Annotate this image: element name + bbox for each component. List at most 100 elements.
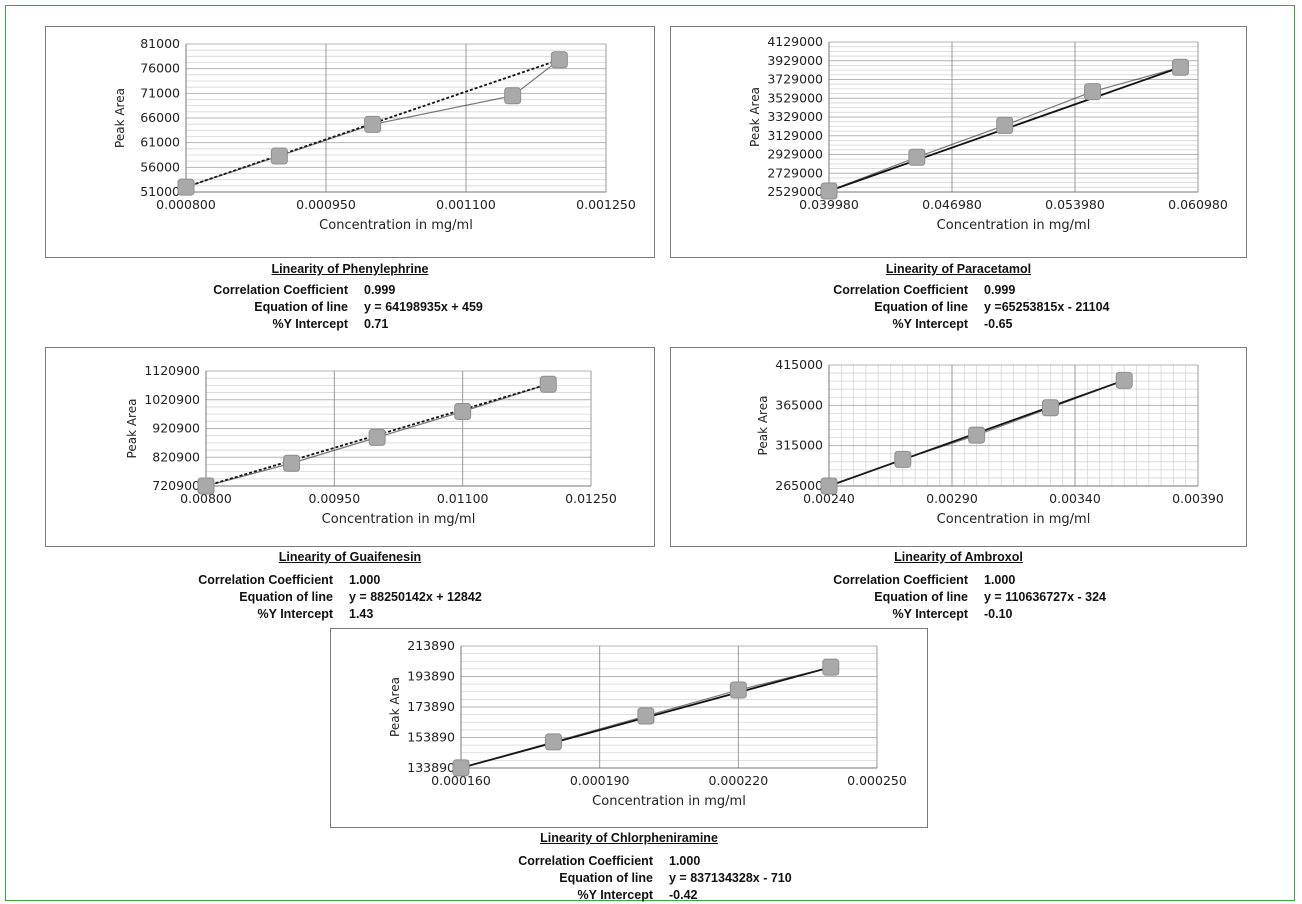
chart-box: 720900 820900 920900 1020900 1120900 0.00800 0… — [45, 347, 655, 547]
y-tick-label: 265000 — [775, 478, 823, 493]
stat-label: Equation of line — [254, 300, 348, 314]
y-tick-label: 76000 — [140, 61, 180, 76]
data-point — [368, 428, 386, 446]
y-tick-label: 4129000 — [767, 34, 823, 49]
trendline — [205, 383, 549, 487]
x-tick-label: 0.046980 — [922, 197, 982, 212]
data-point — [822, 658, 840, 676]
data-point — [1115, 371, 1133, 389]
stat-value: y =65253815x - 21104 — [984, 300, 1110, 314]
x-axis-title: Concentration in mg/ml — [937, 218, 1091, 233]
stat-value: 1.000 — [669, 854, 701, 868]
stat-row-equation: Equation of line y = 110636727x - 324 — [745, 589, 1106, 606]
chart-box: 133890 153890 173890 193890 213890 0.000160 0.… — [330, 628, 928, 828]
stat-label: %Y Intercept — [577, 888, 654, 902]
x-tick-label: 0.01250 — [565, 491, 617, 506]
stat-value: y = 110636727x - 324 — [984, 590, 1106, 604]
data-point — [270, 147, 288, 165]
chart-caption: Linearity of Ambroxol — [894, 550, 1023, 564]
x-tick-label: 0.000160 — [431, 773, 491, 788]
stat-label: Correlation Coefficient — [198, 573, 333, 587]
stat-value: y = 64198935x + 459 — [364, 300, 483, 314]
chart-panel-phenylephrine: 51000 56000 61000 66000 71000 76000 81000 0.000… — [45, 26, 655, 346]
y-tick-label: 193890 — [407, 669, 455, 684]
y-axis-title: Peak Area — [756, 396, 770, 456]
chart-caption: Linearity of Paracetamol — [885, 262, 1032, 276]
y-tick-label: 365000 — [775, 397, 823, 412]
y-tick-label: 820900 — [152, 449, 200, 464]
x-tick-label: 0.060980 — [1168, 197, 1228, 212]
y-tick-label: 3729000 — [767, 72, 823, 87]
stat-value: -0.10 — [984, 607, 1013, 621]
y-tick-label: 720900 — [152, 478, 200, 493]
y-tick-label: 153890 — [407, 730, 455, 745]
x-tick-label: 0.000220 — [709, 773, 769, 788]
stat-value: 0.999 — [984, 283, 1016, 297]
y-tick-label: 2529000 — [767, 184, 823, 199]
chart-caption: Linearity of Phenylephrine — [271, 262, 429, 276]
stat-row-intercept: %Y Intercept -0.65 — [745, 316, 1109, 333]
y-tick-label: 51000 — [140, 184, 180, 199]
y-tick-label: 213890 — [407, 638, 455, 653]
stat-value: -0.65 — [984, 317, 1013, 331]
stat-label: Equation of line — [874, 590, 968, 604]
chart-panel-chlorpheniramine: 133890 153890 173890 193890 213890 0.000160 0.… — [330, 628, 928, 902]
stat-row-equation: Equation of line y = 88250142x + 12842 — [105, 589, 482, 606]
stat-value: 0.71 — [364, 317, 389, 331]
chart-box: 51000 56000 61000 66000 71000 76000 81000 0.000… — [45, 26, 655, 258]
stat-label: Equation of line — [874, 300, 968, 314]
stat-label: Correlation Coefficient — [833, 283, 968, 297]
y-tick-label: 3329000 — [767, 109, 823, 124]
x-tick-label: 0.00340 — [1049, 491, 1101, 506]
chart-box: 265000 315000 365000 415000 0.00240 0.00290 0.… — [670, 347, 1247, 547]
chart-svg: 133890 153890 173890 193890 213890 0.000160 0.… — [388, 638, 907, 809]
chart-stats: Correlation Coefficient 0.999 Equation of… — [105, 282, 483, 333]
y-tick-label: 2729000 — [767, 165, 823, 180]
chart-caption: Linearity of Guaifenesin — [278, 550, 422, 564]
x-tick-label: 0.053980 — [1045, 197, 1105, 212]
x-tick-label: 0.00240 — [803, 491, 855, 506]
y-tick-label: 81000 — [140, 36, 180, 51]
x-axis-title: Concentration in mg/ml — [937, 512, 1091, 527]
chart-svg: 51000 56000 61000 66000 71000 76000 81000 0.000… — [113, 36, 636, 233]
x-axis-title: Concentration in mg/ml — [592, 794, 746, 809]
chart-box: 2529000 2729000 2929000 3129000 3329000 35290… — [670, 26, 1247, 258]
data-point — [504, 87, 522, 105]
chart-stats: Correlation Coefficient 0.999 Equation of… — [745, 282, 1109, 333]
x-axis-title: Concentration in mg/ml — [319, 218, 473, 233]
data-point — [364, 115, 382, 133]
stat-value: 0.999 — [364, 283, 396, 297]
data-point — [637, 707, 655, 725]
chart-panel-ambroxol: 265000 315000 365000 415000 0.00240 0.00290 0.… — [670, 347, 1247, 629]
data-point — [539, 375, 557, 393]
stat-value: y = 837134328x - 710 — [669, 871, 792, 885]
y-tick-label: 920900 — [152, 421, 200, 436]
stat-row-equation: Equation of line y =65253815x - 21104 — [745, 299, 1109, 316]
stat-row-correlation: Correlation Coefficient 1.000 — [105, 572, 482, 589]
data-point — [452, 759, 470, 777]
chart-stats: Correlation Coefficient 1.000 Equation of… — [385, 853, 792, 904]
y-tick-label: 3929000 — [767, 53, 823, 68]
y-tick-label: 315000 — [775, 438, 823, 453]
y-tick-label: 61000 — [140, 135, 180, 150]
y-tick-label: 3129000 — [767, 128, 823, 143]
stat-label: Correlation Coefficient — [833, 573, 968, 587]
y-axis-title: Peak Area — [748, 87, 762, 147]
x-axis-title: Concentration in mg/ml — [322, 512, 476, 527]
stat-label: %Y Intercept — [257, 607, 334, 621]
stat-row-correlation: Correlation Coefficient 1.000 — [745, 572, 1106, 589]
data-point — [550, 51, 568, 69]
stat-row-correlation: Correlation Coefficient 1.000 — [385, 853, 792, 870]
y-tick-label: 1120900 — [144, 363, 200, 378]
x-tick-label: 0.001100 — [436, 197, 496, 212]
chart-stats: Correlation Coefficient 1.000 Equation of… — [745, 572, 1106, 623]
y-tick-label: 1020900 — [144, 392, 200, 407]
y-tick-label: 415000 — [775, 357, 823, 372]
stat-label: Equation of line — [559, 871, 653, 885]
data-point — [996, 116, 1014, 134]
stat-row-intercept: %Y Intercept -0.10 — [745, 606, 1106, 623]
stat-value: 1.000 — [984, 573, 1016, 587]
chart-panel-guaifenesin: 720900 820900 920900 1020900 1120900 0.00800 0… — [45, 347, 655, 629]
chart-svg: 2529000 2729000 2929000 3129000 3329000 35290… — [748, 34, 1228, 233]
data-point — [197, 477, 215, 495]
